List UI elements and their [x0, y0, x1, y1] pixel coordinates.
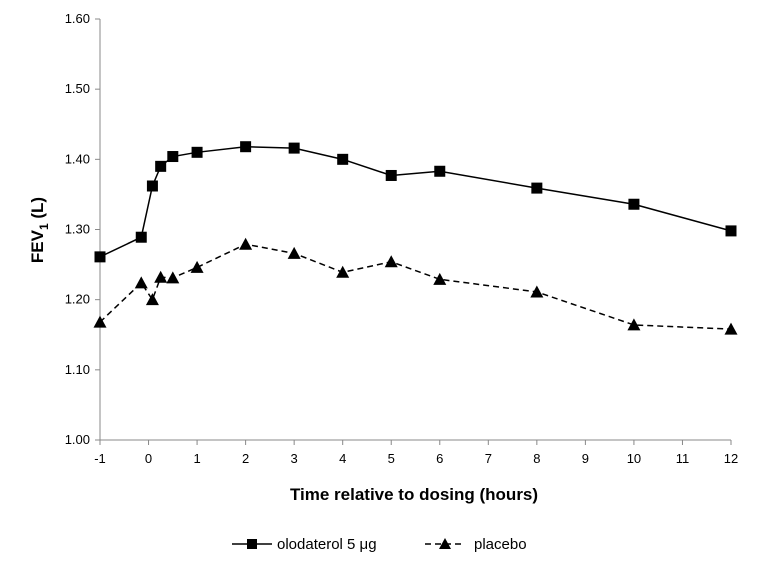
data-point-triangle — [134, 276, 148, 289]
y-tick-label: 1.10 — [65, 362, 90, 377]
x-axis-title: Time relative to dosing (hours) — [290, 485, 538, 504]
y-tick-label: 1.40 — [65, 151, 90, 166]
series-layer — [93, 141, 738, 335]
data-point-triangle — [239, 237, 253, 250]
data-point-square — [167, 151, 179, 163]
x-tick-label: 6 — [436, 451, 443, 466]
data-point-square — [135, 231, 147, 243]
legend-item-olodaterol: olodaterol 5 μg — [232, 536, 377, 553]
data-point-square — [531, 182, 543, 194]
x-tick-label: 4 — [339, 451, 346, 466]
legend-label-olodaterol: olodaterol 5 μg — [277, 536, 377, 553]
x-tick-label: 12 — [724, 451, 738, 466]
data-point-square — [240, 141, 252, 153]
series-placebo — [93, 237, 738, 335]
y-axis-title: FEV1 (L) — [28, 197, 51, 263]
x-tick-label: 9 — [582, 451, 589, 466]
x-tick-label: 7 — [485, 451, 492, 466]
y-tick-label: 1.30 — [65, 222, 90, 237]
y-axis: 1.00 1.10 1.20 1.30 1.40 1.50 1.60 — [65, 11, 101, 447]
data-point-square — [288, 142, 300, 154]
y-tick-label: 1.00 — [65, 432, 90, 447]
data-point-triangle — [93, 315, 107, 328]
data-point-square — [94, 251, 106, 263]
data-point-triangle — [336, 265, 350, 278]
y-tick-label: 1.60 — [65, 11, 90, 26]
data-point-triangle — [166, 271, 180, 284]
x-axis: -1 0 1 2 3 4 5 6 7 8 9 10 11 12 — [94, 439, 738, 466]
x-tick-label: 0 — [145, 451, 152, 466]
x-tick-label: 11 — [676, 451, 690, 466]
data-point-square — [155, 160, 167, 172]
data-point-triangle — [384, 255, 398, 268]
series-olodaterol — [94, 141, 737, 263]
data-point-square — [434, 165, 446, 177]
data-point-square — [191, 146, 203, 158]
series-line — [99, 243, 732, 330]
x-tick-label: 3 — [291, 451, 298, 466]
legend-label-placebo: placebo — [474, 536, 527, 553]
x-tick-label: 5 — [388, 451, 395, 466]
data-point-square — [146, 180, 158, 192]
data-point-triangle — [145, 293, 159, 306]
legend-triangle-marker — [439, 538, 451, 549]
data-point-triangle — [627, 318, 641, 331]
x-tick-label: 10 — [627, 451, 641, 466]
data-point-triangle — [530, 285, 544, 298]
data-point-triangle — [287, 246, 301, 259]
data-point-triangle — [190, 260, 204, 273]
y-tick-label: 1.50 — [65, 81, 90, 96]
legend-square-marker — [247, 539, 257, 549]
x-tick-label: 1 — [193, 451, 200, 466]
y-axis-title-subscript: 1 — [37, 223, 51, 230]
data-point-triangle — [433, 272, 447, 285]
data-point-square — [337, 153, 349, 165]
x-tick-label: 2 — [242, 451, 249, 466]
x-tick-label: -1 — [94, 451, 106, 466]
data-point-triangle — [724, 322, 738, 335]
y-axis-title-suffix: (L) — [28, 197, 47, 223]
x-tick-label: 8 — [533, 451, 540, 466]
data-point-square — [628, 198, 640, 210]
data-point-square — [385, 169, 397, 181]
legend: olodaterol 5 μg placebo — [232, 536, 527, 553]
data-point-triangle — [154, 270, 168, 283]
data-point-square — [725, 225, 737, 237]
legend-item-placebo: placebo — [425, 536, 527, 553]
y-axis-title-main: FEV — [28, 229, 47, 263]
y-tick-label: 1.20 — [65, 292, 90, 307]
